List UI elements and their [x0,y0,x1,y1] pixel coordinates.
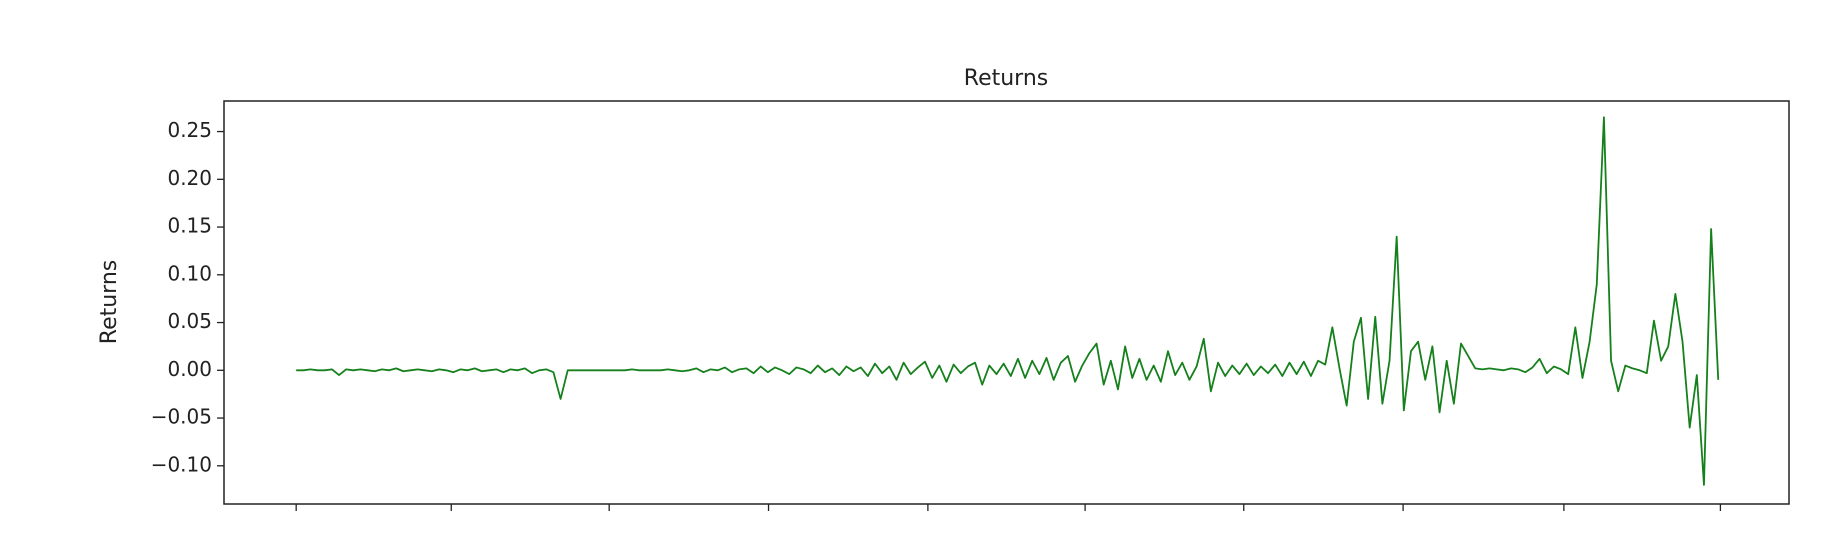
y-tick-label: 0.15 [167,214,212,238]
y-tick-label: 0.25 [167,118,212,142]
y-axis-label: Returns [97,260,122,344]
y-tick-label: 0.05 [167,309,212,333]
chart-title: Returns [964,66,1048,91]
y-tick-label: 0.10 [167,261,212,285]
plot-frame [223,100,1790,505]
y-tick-label: −0.10 [151,452,212,476]
y-tick-label: 0.20 [167,166,212,190]
y-tick-label: 0.00 [167,357,212,381]
returns-line [296,116,1720,486]
y-tick-label: −0.05 [151,405,212,429]
